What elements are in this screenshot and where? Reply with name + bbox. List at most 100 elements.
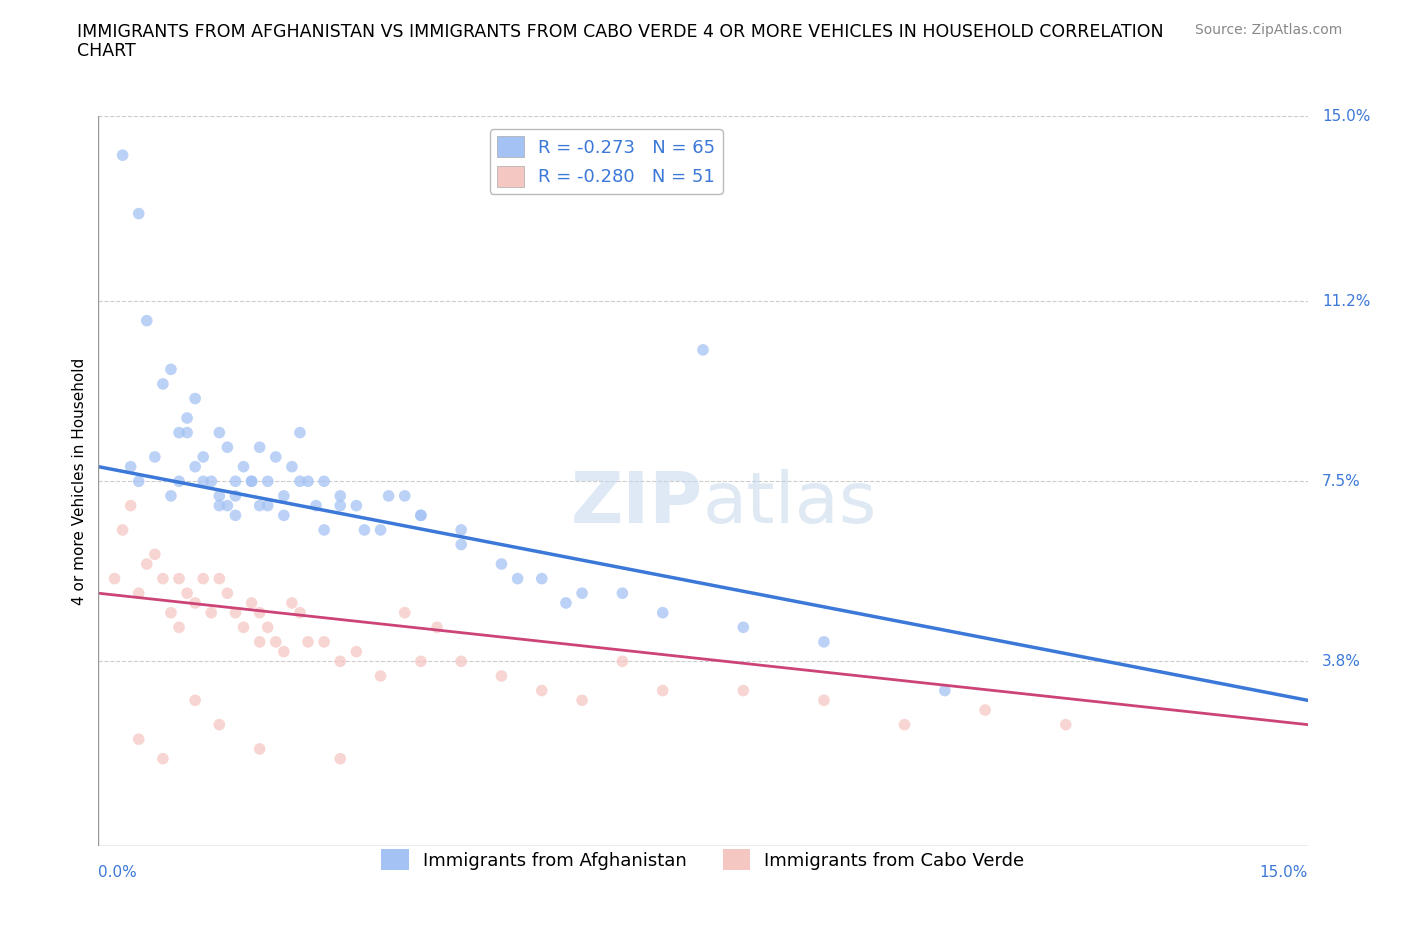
Point (200, 605, 222, 620)
Text: 3.8%: 3.8% (1322, 654, 1361, 669)
Point (249, 605, 271, 620)
Point (193, 449, 215, 464)
Point (184, 693, 207, 708)
Point (370, 669, 392, 684)
Point (934, 684, 956, 698)
Point (249, 498, 271, 513)
Point (256, 474, 278, 489)
Point (232, 459, 254, 474)
Point (344, 644, 367, 659)
Point (329, 488, 352, 503)
Point (120, 498, 142, 513)
Text: IMMIGRANTS FROM AFGHANISTAN VS IMMIGRANTS FROM CABO VERDE 4 OR MORE VEHICLES IN : IMMIGRANTS FROM AFGHANISTAN VS IMMIGRANT… (77, 23, 1164, 41)
Point (273, 644, 295, 659)
Point (651, 605, 673, 620)
Point (571, 586, 593, 601)
Point (135, 556, 157, 571)
Point (224, 605, 246, 620)
Point (167, 474, 190, 489)
Point (370, 523, 392, 538)
Point (256, 498, 278, 513)
Point (240, 474, 263, 489)
Point (167, 620, 190, 635)
Point (409, 508, 432, 523)
Point (974, 702, 997, 717)
Point (256, 620, 278, 635)
Point (120, 459, 142, 474)
Point (176, 425, 198, 440)
Point (167, 571, 190, 586)
Point (329, 751, 352, 766)
Point (297, 474, 319, 489)
Point (249, 634, 271, 649)
Point (530, 684, 553, 698)
Point (692, 342, 714, 357)
Point (409, 654, 432, 669)
Point (273, 488, 295, 503)
Point (128, 586, 150, 601)
Point (232, 620, 254, 635)
Point (128, 474, 150, 489)
Point (103, 571, 125, 586)
Point (128, 732, 150, 747)
Point (264, 634, 287, 649)
Point (273, 508, 295, 523)
Point (152, 571, 174, 586)
Point (184, 459, 207, 474)
Point (344, 498, 367, 513)
Point (329, 498, 352, 513)
Point (176, 410, 198, 425)
Point (288, 425, 311, 440)
Point (249, 741, 271, 756)
Point (288, 605, 311, 620)
Point (491, 556, 513, 571)
Point (305, 498, 328, 513)
Text: CHART: CHART (77, 42, 136, 60)
Text: Source: ZipAtlas.com: Source: ZipAtlas.com (1195, 23, 1343, 37)
Point (208, 717, 231, 732)
Y-axis label: 4 or more Vehicles in Household: 4 or more Vehicles in Household (72, 358, 87, 604)
Text: ZIP: ZIP (571, 469, 703, 538)
Point (530, 571, 553, 586)
Point (224, 508, 246, 523)
Point (491, 669, 513, 684)
Text: 11.2%: 11.2% (1322, 294, 1371, 309)
Point (394, 605, 416, 620)
Point (249, 440, 271, 455)
Point (281, 595, 304, 610)
Point (264, 449, 287, 464)
Point (651, 684, 673, 698)
Text: atlas: atlas (703, 469, 877, 538)
Point (217, 498, 239, 513)
Point (612, 654, 634, 669)
Point (160, 605, 183, 620)
Point (224, 488, 246, 503)
Point (200, 474, 222, 489)
Point (288, 474, 311, 489)
Point (208, 488, 231, 503)
Point (240, 595, 263, 610)
Point (893, 717, 915, 732)
Point (297, 634, 319, 649)
Point (128, 206, 150, 221)
Point (450, 538, 472, 552)
Text: 0.0%: 0.0% (98, 865, 138, 880)
Point (314, 523, 336, 538)
Point (224, 474, 246, 489)
Point (135, 313, 157, 328)
Point (813, 693, 835, 708)
Point (193, 571, 215, 586)
Point (314, 474, 336, 489)
Point (160, 362, 183, 377)
Point (314, 634, 336, 649)
Point (217, 586, 239, 601)
Point (111, 523, 134, 538)
Point (813, 634, 835, 649)
Point (450, 523, 472, 538)
Point (184, 595, 207, 610)
Point (733, 684, 755, 698)
Point (208, 425, 231, 440)
Point (208, 498, 231, 513)
Point (160, 488, 183, 503)
Point (612, 586, 634, 601)
